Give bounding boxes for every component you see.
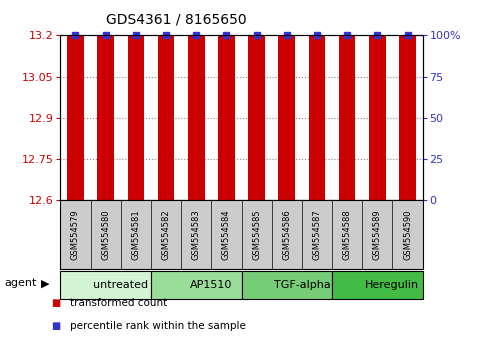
Text: ▶: ▶ — [41, 278, 50, 288]
Text: ■: ■ — [51, 298, 60, 308]
Text: GSM554582: GSM554582 — [161, 209, 170, 260]
Bar — [248, 0, 265, 200]
Bar — [339, 0, 355, 200]
Text: agent: agent — [5, 278, 37, 288]
Text: GSM554590: GSM554590 — [403, 209, 412, 260]
Text: GDS4361 / 8165650: GDS4361 / 8165650 — [106, 12, 247, 26]
Text: untreated: untreated — [93, 280, 148, 290]
Text: GSM554584: GSM554584 — [222, 209, 231, 260]
Text: percentile rank within the sample: percentile rank within the sample — [70, 321, 246, 331]
Text: GSM554585: GSM554585 — [252, 209, 261, 260]
Text: GSM554581: GSM554581 — [131, 209, 141, 260]
Text: GSM554580: GSM554580 — [101, 209, 110, 260]
Text: GSM554589: GSM554589 — [373, 209, 382, 260]
Bar — [151, 271, 242, 299]
Text: transformed count: transformed count — [70, 298, 167, 308]
Text: TGF-alpha: TGF-alpha — [273, 280, 330, 290]
Bar — [218, 0, 235, 200]
Bar — [309, 0, 325, 200]
Text: GSM554583: GSM554583 — [192, 209, 201, 260]
Text: GSM554579: GSM554579 — [71, 209, 80, 260]
Bar — [242, 271, 332, 299]
Text: GSM554587: GSM554587 — [313, 209, 322, 260]
Text: ■: ■ — [51, 321, 60, 331]
Bar — [399, 0, 416, 200]
Text: AP1510: AP1510 — [190, 280, 232, 290]
Bar — [60, 271, 151, 299]
Bar — [332, 271, 423, 299]
Bar — [369, 0, 385, 200]
Text: GSM554586: GSM554586 — [282, 209, 291, 260]
Bar — [158, 0, 174, 200]
Bar — [188, 0, 204, 200]
Bar — [98, 0, 114, 200]
Text: GSM554588: GSM554588 — [342, 209, 352, 260]
Bar — [279, 0, 295, 200]
Bar — [67, 0, 84, 200]
Text: Heregulin: Heregulin — [365, 280, 420, 290]
Bar — [128, 0, 144, 200]
